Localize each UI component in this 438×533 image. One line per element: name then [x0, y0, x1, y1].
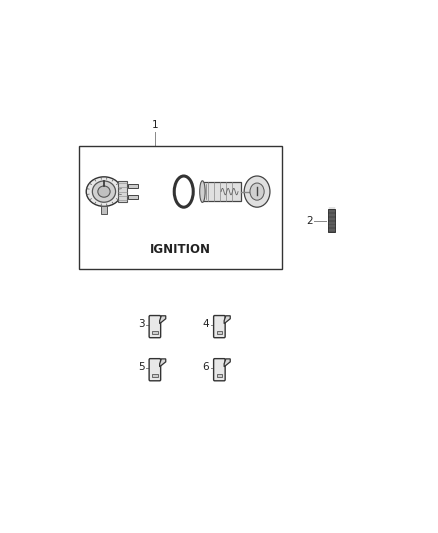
- Circle shape: [244, 176, 270, 207]
- Text: 5: 5: [138, 362, 145, 372]
- Bar: [328, 209, 336, 232]
- Ellipse shape: [200, 181, 205, 203]
- Bar: [119, 181, 127, 202]
- Ellipse shape: [92, 181, 116, 202]
- Bar: [202, 182, 241, 201]
- FancyBboxPatch shape: [149, 359, 161, 381]
- Polygon shape: [159, 316, 166, 324]
- Polygon shape: [159, 359, 166, 367]
- Ellipse shape: [86, 177, 122, 206]
- Text: 4: 4: [202, 319, 209, 329]
- Bar: [78, 146, 282, 269]
- Text: 6: 6: [202, 362, 209, 372]
- Ellipse shape: [179, 183, 189, 200]
- Text: 2: 2: [306, 216, 313, 226]
- FancyBboxPatch shape: [149, 316, 161, 338]
- Ellipse shape: [98, 186, 110, 197]
- Text: 1: 1: [152, 119, 158, 130]
- Bar: [128, 184, 138, 188]
- Ellipse shape: [174, 176, 193, 207]
- Text: 3: 3: [138, 319, 145, 329]
- Bar: [152, 330, 158, 334]
- Polygon shape: [224, 316, 230, 324]
- Bar: [128, 195, 138, 199]
- Bar: [152, 374, 158, 377]
- Polygon shape: [224, 359, 230, 367]
- FancyBboxPatch shape: [214, 316, 225, 338]
- Bar: [217, 330, 222, 334]
- Circle shape: [250, 183, 264, 200]
- Bar: [217, 374, 222, 377]
- FancyBboxPatch shape: [214, 359, 225, 381]
- Text: IGNITION: IGNITION: [150, 243, 211, 256]
- Bar: [101, 206, 107, 214]
